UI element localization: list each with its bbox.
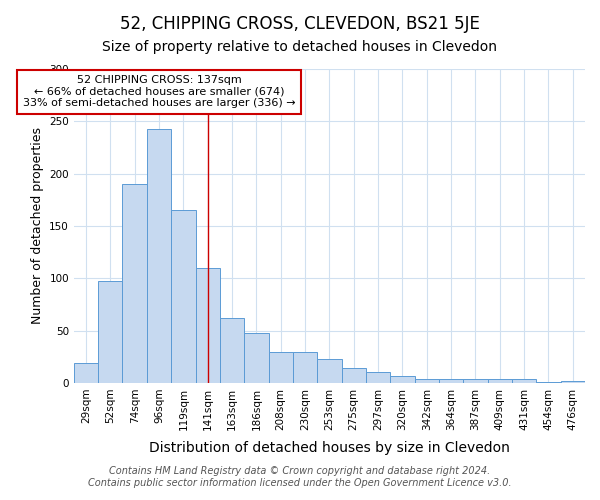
Text: 52 CHIPPING CROSS: 137sqm
← 66% of detached houses are smaller (674)
33% of semi: 52 CHIPPING CROSS: 137sqm ← 66% of detac… <box>23 76 295 108</box>
Bar <box>366 372 390 383</box>
Bar <box>536 382 560 383</box>
Bar <box>390 376 415 383</box>
Bar <box>122 184 147 383</box>
Bar <box>439 378 463 383</box>
Bar <box>220 318 244 383</box>
Bar <box>512 378 536 383</box>
Bar <box>415 378 439 383</box>
Bar <box>560 381 585 383</box>
Bar <box>341 368 366 383</box>
Bar <box>463 378 488 383</box>
Bar <box>98 282 122 383</box>
Bar <box>147 128 171 383</box>
Bar <box>488 378 512 383</box>
Bar <box>171 210 196 383</box>
Y-axis label: Number of detached properties: Number of detached properties <box>31 128 44 324</box>
X-axis label: Distribution of detached houses by size in Clevedon: Distribution of detached houses by size … <box>149 441 510 455</box>
Bar <box>317 359 341 383</box>
Bar <box>269 352 293 383</box>
Bar <box>74 363 98 383</box>
Text: 52, CHIPPING CROSS, CLEVEDON, BS21 5JE: 52, CHIPPING CROSS, CLEVEDON, BS21 5JE <box>120 15 480 33</box>
Bar <box>244 332 269 383</box>
Bar <box>196 268 220 383</box>
Text: Contains HM Land Registry data © Crown copyright and database right 2024.
Contai: Contains HM Land Registry data © Crown c… <box>88 466 512 487</box>
Text: Size of property relative to detached houses in Clevedon: Size of property relative to detached ho… <box>103 40 497 54</box>
Bar <box>293 352 317 383</box>
